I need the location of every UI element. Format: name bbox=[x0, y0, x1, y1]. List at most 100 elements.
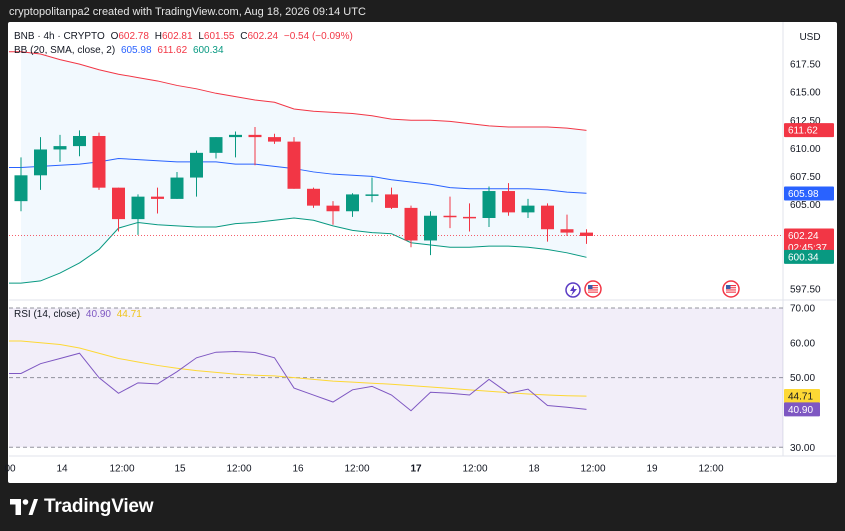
currency-label: USD bbox=[799, 32, 820, 43]
tradingview-logo-icon bbox=[10, 499, 38, 515]
rsi-label: RSI (14, close) bbox=[14, 309, 81, 320]
bb-label: BB (20, SMA, close, 2) bbox=[14, 45, 116, 56]
rsi-label-text: 44.71 bbox=[788, 392, 813, 403]
candle bbox=[541, 203, 554, 242]
price-label-text: 605.98 bbox=[788, 189, 819, 200]
candle-body bbox=[92, 135, 106, 188]
time-tick-label: 15 bbox=[174, 464, 186, 475]
candle bbox=[307, 187, 320, 208]
time-tick-label: 12:00 bbox=[580, 464, 605, 475]
high-value: 602.81 bbox=[161, 31, 193, 42]
flag-stripe bbox=[588, 285, 598, 287]
candle-body bbox=[385, 194, 398, 208]
rsi-legend[interactable]: RSI (14, close) 40.90 44.71 bbox=[14, 309, 145, 320]
flag-stripe bbox=[726, 289, 736, 291]
candle bbox=[229, 131, 242, 158]
candle bbox=[287, 137, 301, 189]
low-label: L bbox=[198, 31, 204, 42]
candle bbox=[248, 127, 262, 166]
candle-body bbox=[53, 146, 67, 150]
lightning-flag-icon bbox=[565, 282, 581, 298]
time-tick-label: 12:00 bbox=[226, 464, 251, 475]
rsi-tick-label: 60.00 bbox=[790, 338, 815, 349]
bb-fill bbox=[21, 51, 587, 284]
candle-body bbox=[560, 229, 574, 233]
price-label-box bbox=[784, 123, 834, 138]
bb-legend[interactable]: BB (20, SMA, close, 2) 605.98 611.62 600… bbox=[14, 45, 227, 56]
candle bbox=[443, 196, 457, 229]
candle bbox=[346, 193, 359, 217]
candle bbox=[92, 132, 106, 190]
rsi-label-box bbox=[784, 402, 820, 417]
candle bbox=[560, 214, 574, 236]
price-tick-label: 617.50 bbox=[790, 60, 821, 71]
candle-body bbox=[365, 194, 379, 196]
price-label-text: 600.34 bbox=[788, 252, 819, 263]
candle bbox=[424, 211, 437, 256]
candle bbox=[326, 201, 340, 225]
time-tick-label: 12:00 bbox=[698, 464, 723, 475]
time-tick-label: 19 bbox=[646, 464, 658, 475]
high-label: H bbox=[154, 31, 162, 42]
close-label: C bbox=[240, 31, 248, 42]
time-tick-label: 14 bbox=[56, 464, 68, 475]
candle-body bbox=[112, 187, 125, 220]
time-tick-label: 17 bbox=[410, 464, 422, 475]
flag-canton bbox=[588, 285, 593, 289]
chart-panel[interactable] bbox=[8, 22, 837, 483]
flag-stripe bbox=[726, 291, 736, 293]
bb-lower-line bbox=[9, 217, 587, 284]
candle bbox=[131, 194, 145, 235]
tradingview-logo[interactable]: TradingView bbox=[10, 494, 154, 520]
candle-body bbox=[151, 196, 164, 199]
rsi-tick-label: 70.00 bbox=[790, 303, 815, 314]
flag-ring bbox=[722, 280, 740, 298]
rsi-tick-label: 30.00 bbox=[790, 443, 815, 454]
candle-body bbox=[521, 205, 535, 213]
symbol-legend[interactable]: BNB · 4h · CRYPTO O602.78 H602.81 L601.5… bbox=[14, 31, 356, 42]
rsi-line bbox=[9, 351, 587, 412]
rsi-label-text: 40.90 bbox=[788, 405, 813, 416]
candle-body bbox=[34, 149, 47, 176]
candle bbox=[151, 187, 164, 214]
candle-body bbox=[541, 205, 554, 230]
flag-canton bbox=[726, 285, 731, 289]
candle bbox=[53, 134, 67, 162]
flag-stripe bbox=[726, 285, 736, 287]
change-value: −0.54 (−0.09%) bbox=[283, 31, 353, 42]
time-tick-label: 18 bbox=[528, 464, 540, 475]
rsi-ma-line bbox=[9, 340, 587, 397]
candle bbox=[268, 133, 281, 144]
candle bbox=[463, 203, 476, 232]
candle-body bbox=[482, 191, 496, 218]
bb-upper-value: 611.62 bbox=[157, 45, 188, 56]
price-tick-label: 615.00 bbox=[790, 88, 821, 99]
candle bbox=[190, 150, 203, 197]
time-tick-label: 12:00 bbox=[462, 464, 487, 475]
candle bbox=[170, 171, 184, 199]
price-tick-label: 597.50 bbox=[790, 284, 821, 295]
candle bbox=[209, 137, 223, 159]
candle-body bbox=[190, 152, 203, 178]
candle bbox=[14, 157, 28, 212]
flag-stripe bbox=[588, 289, 598, 291]
price-tick-label: 610.00 bbox=[790, 144, 821, 155]
candle-body bbox=[580, 232, 593, 236]
candle-body bbox=[209, 137, 223, 153]
candle-body bbox=[463, 216, 476, 219]
open-value: 602.78 bbox=[118, 31, 149, 42]
rsi-tick-label: 50.00 bbox=[790, 373, 815, 384]
brand-name: TradingView bbox=[44, 496, 154, 517]
candle bbox=[502, 183, 515, 216]
time-tick-label: 00 bbox=[4, 464, 16, 475]
time-tick-label: 12:00 bbox=[109, 464, 134, 475]
close-value: 602.24 bbox=[247, 31, 279, 42]
candle-body bbox=[268, 137, 281, 142]
bar-countdown: 02:45:37 bbox=[788, 243, 827, 254]
chart-attribution: cryptopolitanpa2 created with TradingVie… bbox=[9, 6, 366, 18]
bb-upper-line bbox=[9, 51, 587, 131]
candle-body bbox=[346, 194, 359, 212]
us-flag-icon bbox=[584, 280, 602, 298]
